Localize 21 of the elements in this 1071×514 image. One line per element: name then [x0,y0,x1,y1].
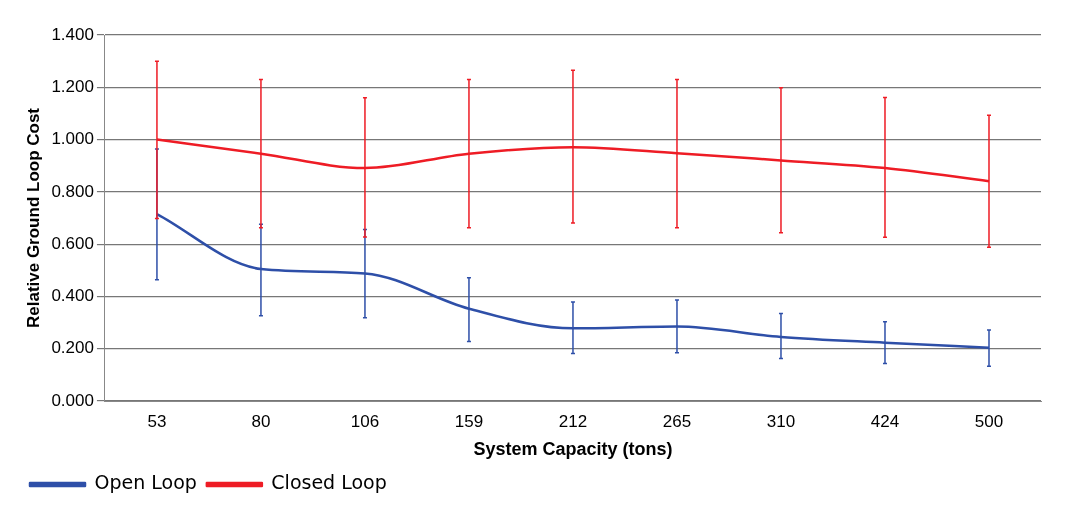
y-tick-label: 1.400 [51,24,94,44]
y-tick-label: 0.400 [51,286,94,306]
y-tick-label: 1.000 [51,129,94,149]
x-tick-label: 159 [454,411,484,431]
y-tick-label: 0.800 [51,181,94,201]
x-tick-label: 80 [251,411,271,431]
y-tick-label: 0.000 [51,390,94,410]
x-tick-label: 424 [870,411,900,431]
x-tick-label: 212 [558,411,588,431]
legend-label: Open Loop [94,471,197,494]
x-tick-label: 53 [147,411,167,431]
y-axis-title: Relative Ground Loop Cost [23,107,43,329]
y-tick-label: 0.200 [51,338,94,358]
x-tick-label: 310 [766,411,796,431]
x-axis-title: System Capacity (tons) [473,439,673,460]
y-tick-label: 0.600 [51,233,94,253]
x-tick-label: 106 [350,411,380,431]
x-tick-label: 265 [662,411,692,431]
legend-label: Closed Loop [271,471,387,494]
y-tick-label: 1.200 [51,76,94,96]
x-tick-label: 500 [974,411,1004,431]
